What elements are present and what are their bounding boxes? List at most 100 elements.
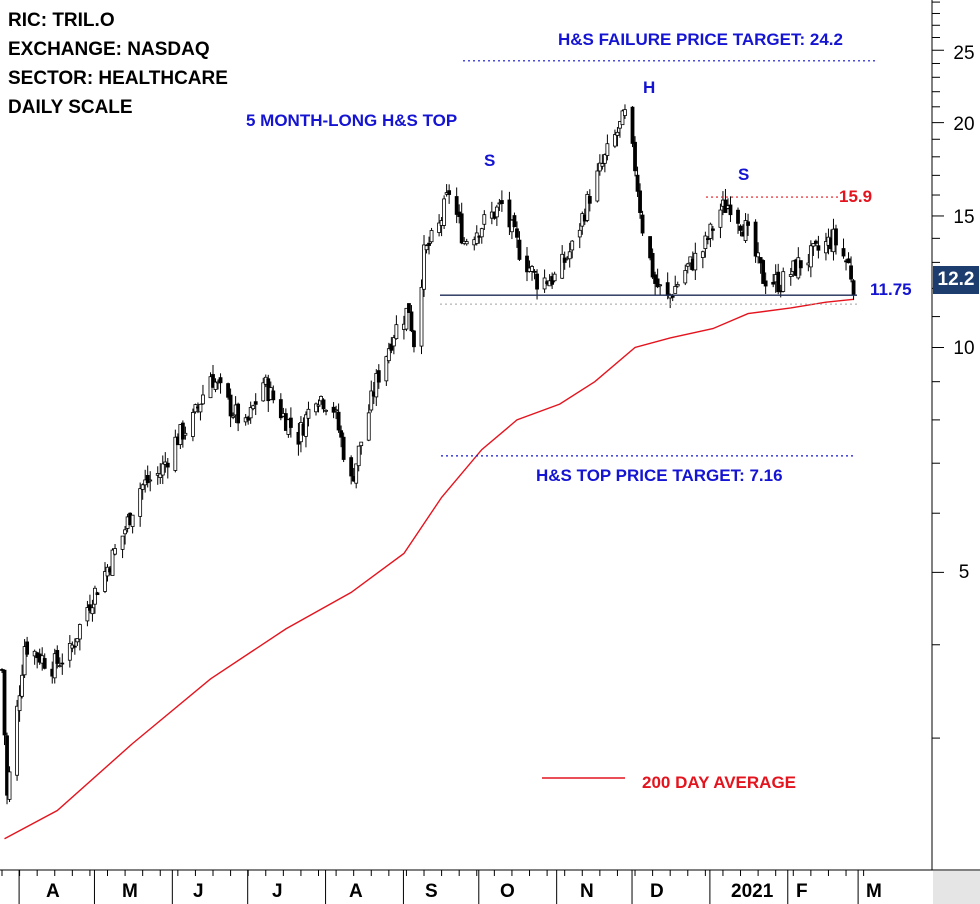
- candle: [419, 279, 424, 355]
- x-tick-label: A: [349, 881, 363, 902]
- candle-body: [198, 403, 203, 413]
- candle: [183, 426, 188, 440]
- candle: [851, 279, 856, 301]
- candle-body: [130, 514, 135, 527]
- candle-body: [655, 278, 660, 288]
- candle: [736, 207, 740, 234]
- candle-body: [552, 273, 557, 282]
- candle: [191, 408, 195, 442]
- candle: [630, 106, 635, 148]
- candle: [532, 269, 537, 280]
- candle: [517, 231, 522, 261]
- head-label: H: [643, 78, 656, 97]
- candle: [482, 210, 487, 231]
- candle: [743, 213, 748, 243]
- candle-body: [670, 295, 675, 298]
- candle-body: [834, 228, 838, 246]
- candle: [409, 305, 414, 333]
- candle: [459, 202, 464, 245]
- candle-body: [570, 240, 575, 251]
- candle-body: [356, 445, 361, 467]
- candle-body: [140, 484, 145, 490]
- candle-body: [103, 571, 107, 592]
- ric-label: RIC: TRIL.O: [8, 10, 115, 31]
- candle: [120, 535, 125, 559]
- candle-body: [52, 653, 57, 679]
- candle-body: [321, 399, 326, 410]
- candle-body: [763, 280, 768, 287]
- candle-body: [404, 307, 409, 330]
- candle: [20, 664, 24, 699]
- candle-body: [771, 281, 776, 285]
- candle: [738, 224, 743, 237]
- candle: [535, 269, 539, 300]
- candle-body: [587, 196, 592, 204]
- candle: [306, 401, 311, 427]
- candle: [341, 432, 346, 463]
- candle-body: [369, 390, 374, 411]
- x-tick-label: N: [580, 881, 594, 902]
- candle-body: [675, 284, 680, 287]
- candle: [75, 638, 80, 646]
- candle-body: [816, 245, 821, 251]
- candles-layer: [0, 104, 856, 805]
- candle-body: [77, 624, 82, 640]
- candle-body: [20, 674, 24, 697]
- candle: [407, 303, 411, 313]
- pattern-title: 5 MONTH-LONG H&S TOP: [246, 111, 458, 130]
- candle-body: [454, 196, 459, 215]
- candle: [499, 190, 504, 212]
- candle-body: [67, 643, 72, 661]
- candle: [339, 425, 344, 448]
- y-axis-panel: [932, 0, 980, 870]
- x-tick-label: M: [122, 881, 138, 902]
- x-tick-label: J: [272, 881, 283, 902]
- candle-body: [781, 271, 786, 292]
- candle: [158, 463, 163, 484]
- candle-body: [60, 662, 65, 665]
- candle: [560, 245, 565, 280]
- candle-body: [562, 257, 567, 263]
- candle-body: [813, 240, 818, 244]
- candle-body: [499, 200, 504, 205]
- candle-body: [517, 239, 522, 260]
- candle: [7, 766, 12, 803]
- candle-body: [630, 106, 635, 144]
- candle-body: [756, 252, 761, 258]
- candle: [173, 429, 178, 473]
- candle: [226, 382, 230, 400]
- candle: [635, 166, 640, 197]
- candle: [798, 260, 803, 276]
- candle-body: [718, 209, 723, 228]
- candle-body: [314, 403, 318, 413]
- axis-corner: [933, 871, 980, 904]
- candle: [231, 412, 236, 420]
- candle: [710, 225, 715, 241]
- candle: [404, 307, 409, 332]
- candle-body: [648, 236, 652, 259]
- candle: [213, 378, 218, 393]
- candle: [512, 212, 517, 228]
- candle: [834, 224, 838, 255]
- candle: [570, 239, 575, 259]
- candle: [693, 242, 698, 281]
- candle-body: [2, 669, 7, 736]
- candle-body: [464, 241, 469, 245]
- candle: [22, 639, 27, 678]
- candle: [525, 247, 529, 282]
- candle-body: [597, 162, 602, 172]
- candle: [454, 187, 459, 224]
- candle-body: [620, 110, 625, 126]
- candle: [623, 104, 627, 119]
- candle-body: [306, 408, 311, 419]
- candle: [587, 189, 592, 212]
- candle-body: [798, 260, 803, 269]
- candle-body: [407, 303, 411, 313]
- candle: [781, 267, 786, 293]
- candle: [85, 600, 90, 627]
- candle: [849, 256, 853, 283]
- candle-body: [736, 209, 740, 224]
- candle: [638, 183, 642, 219]
- candle-body: [253, 401, 258, 405]
- candle: [718, 203, 723, 239]
